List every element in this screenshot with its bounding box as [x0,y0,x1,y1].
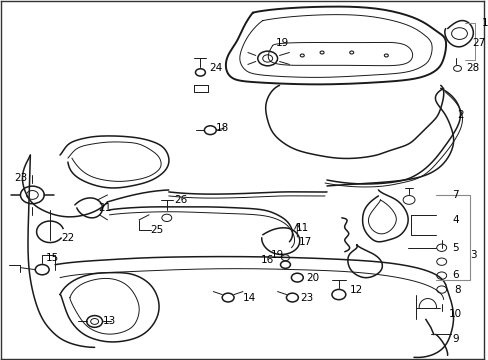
Text: 10: 10 [448,310,461,319]
Text: 6: 6 [451,270,458,280]
Text: 9: 9 [451,334,458,345]
Text: 15: 15 [45,253,59,263]
Text: 23: 23 [300,293,313,302]
Text: 19: 19 [275,37,288,48]
Text: 27: 27 [472,37,485,48]
Text: 26: 26 [174,195,187,205]
Text: 12: 12 [349,284,363,294]
Text: 17: 17 [298,237,311,247]
Text: 18: 18 [215,123,228,133]
Text: 20: 20 [306,273,319,283]
Text: 13: 13 [102,316,116,327]
Text: 28: 28 [466,63,479,73]
Text: 16: 16 [261,255,274,265]
Text: 1: 1 [481,18,488,28]
Text: 22: 22 [61,233,74,243]
Text: 14: 14 [243,293,256,302]
Text: 21: 21 [98,203,111,213]
Text: 23: 23 [14,173,27,183]
Text: 3: 3 [469,250,476,260]
Text: 4: 4 [451,215,458,225]
Text: 19: 19 [270,250,284,260]
Text: 24: 24 [209,63,223,73]
Text: 11: 11 [295,223,308,233]
Text: 25: 25 [150,225,163,235]
Text: 5: 5 [451,243,458,253]
Text: 2: 2 [456,110,463,120]
Text: 8: 8 [453,284,460,294]
Text: 7: 7 [451,190,458,200]
